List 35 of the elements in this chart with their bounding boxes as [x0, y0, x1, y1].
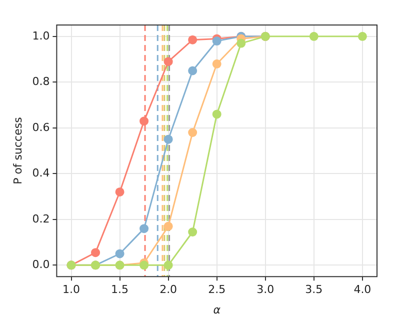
point: [164, 134, 173, 144]
point: [188, 35, 198, 44]
point: [140, 224, 149, 234]
point: [188, 66, 198, 76]
x-tick-label: 2.0: [160, 283, 178, 296]
y-tick-label: 0.8: [32, 75, 50, 88]
point: [309, 32, 318, 41]
y-tick-label: 0.4: [32, 166, 50, 180]
y-tick-label: 0.2: [32, 212, 50, 226]
point: [164, 260, 173, 270]
y-tick-label: 0.6: [32, 120, 50, 134]
x-tick-label: 2.5: [208, 283, 226, 296]
y-axis-title: P of success: [11, 116, 24, 184]
point: [358, 32, 367, 41]
point: [115, 187, 124, 196]
point: [188, 128, 198, 137]
point: [91, 248, 100, 258]
x-tick-label: 3.5: [305, 283, 323, 296]
x-axis-title: α: [213, 303, 222, 316]
point: [212, 110, 222, 119]
point: [164, 222, 173, 231]
point: [188, 228, 198, 236]
point: [140, 260, 149, 270]
point: [140, 116, 149, 126]
point: [212, 59, 222, 68]
point: [164, 57, 173, 66]
x-tick-label: 3.0: [256, 283, 274, 296]
point: [115, 249, 124, 258]
x-tick-label: 1.5: [111, 283, 129, 296]
point: [236, 38, 246, 48]
y-tick-label: 1.0: [32, 29, 50, 42]
x-tick-label: 4.0: [354, 283, 372, 296]
point: [212, 36, 222, 46]
x-tick-label: 1.0: [62, 283, 80, 296]
y-tick-label: 0.0: [32, 258, 50, 272]
